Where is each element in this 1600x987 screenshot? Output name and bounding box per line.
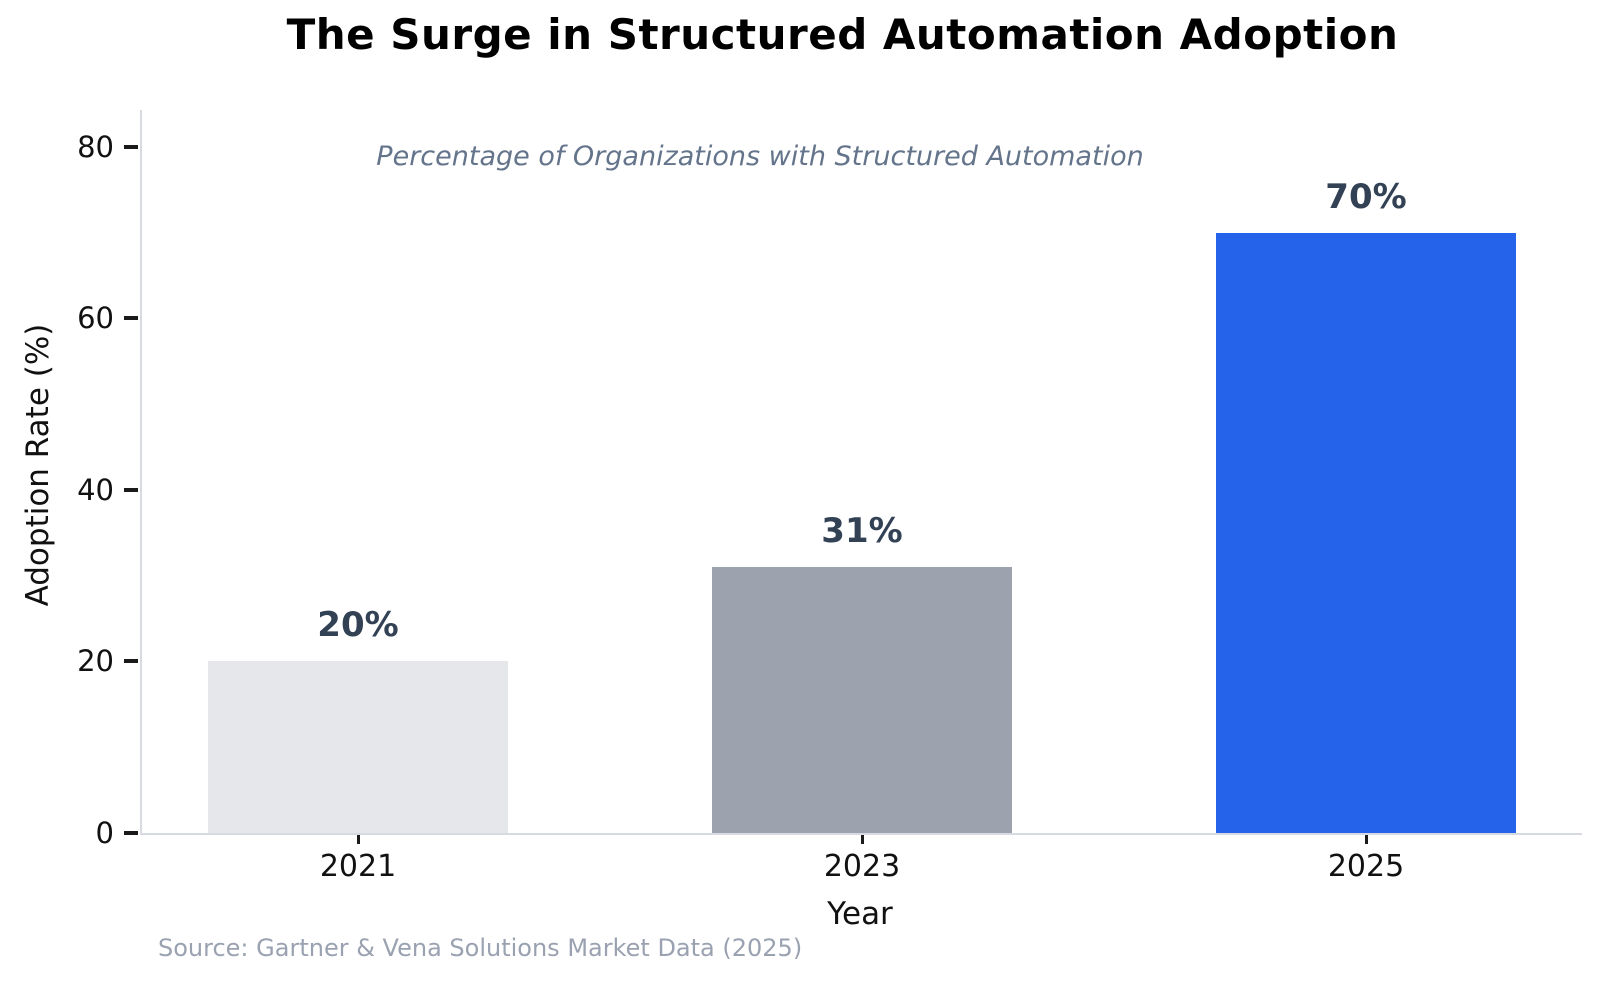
y-tick-label-0: 0: [95, 816, 114, 850]
y-tick-mark-20: [124, 659, 138, 664]
plot-area: 0 20 40 60 80 20% 2021 31% 2023 70% 2025: [77, 110, 1582, 884]
bar-2023: [712, 567, 1012, 833]
bar-value-label-2021: 20%: [317, 605, 399, 646]
x-tick-label-2025: 2025: [1327, 849, 1405, 884]
bar-value-label-2023: 31%: [821, 511, 903, 552]
bar-value-label-2025: 70%: [1325, 176, 1407, 217]
y-tick-label-20: 20: [77, 644, 114, 679]
y-tick-label-60: 60: [77, 301, 114, 336]
source-note: Source: Gartner & Vena Solutions Market …: [158, 934, 803, 962]
chart-subtitle: Percentage of Organizations with Structu…: [376, 141, 1144, 172]
bar-2025: [1216, 232, 1516, 833]
x-tick-label-2021: 2021: [319, 849, 397, 884]
x-tick-mark-2025: [1364, 835, 1368, 844]
x-tick-mark-2023: [860, 835, 864, 844]
bar-2021: [208, 661, 508, 833]
x-tick-label-2023: 2023: [823, 849, 901, 884]
x-tick-mark-2021: [356, 835, 360, 844]
x-axis-label: Year: [827, 896, 893, 932]
y-tick-label-80: 80: [77, 129, 114, 164]
y-tick-mark-80: [124, 144, 138, 149]
chart-title: The Surge in Structured Automation Adopt…: [286, 10, 1399, 59]
y-tick-label-40: 40: [77, 472, 114, 507]
y-axis-label: Adoption Rate (%): [20, 323, 56, 607]
y-tick-mark-40: [124, 487, 138, 492]
y-tick-mark-0: [124, 831, 138, 835]
y-tick-mark-60: [124, 316, 138, 321]
